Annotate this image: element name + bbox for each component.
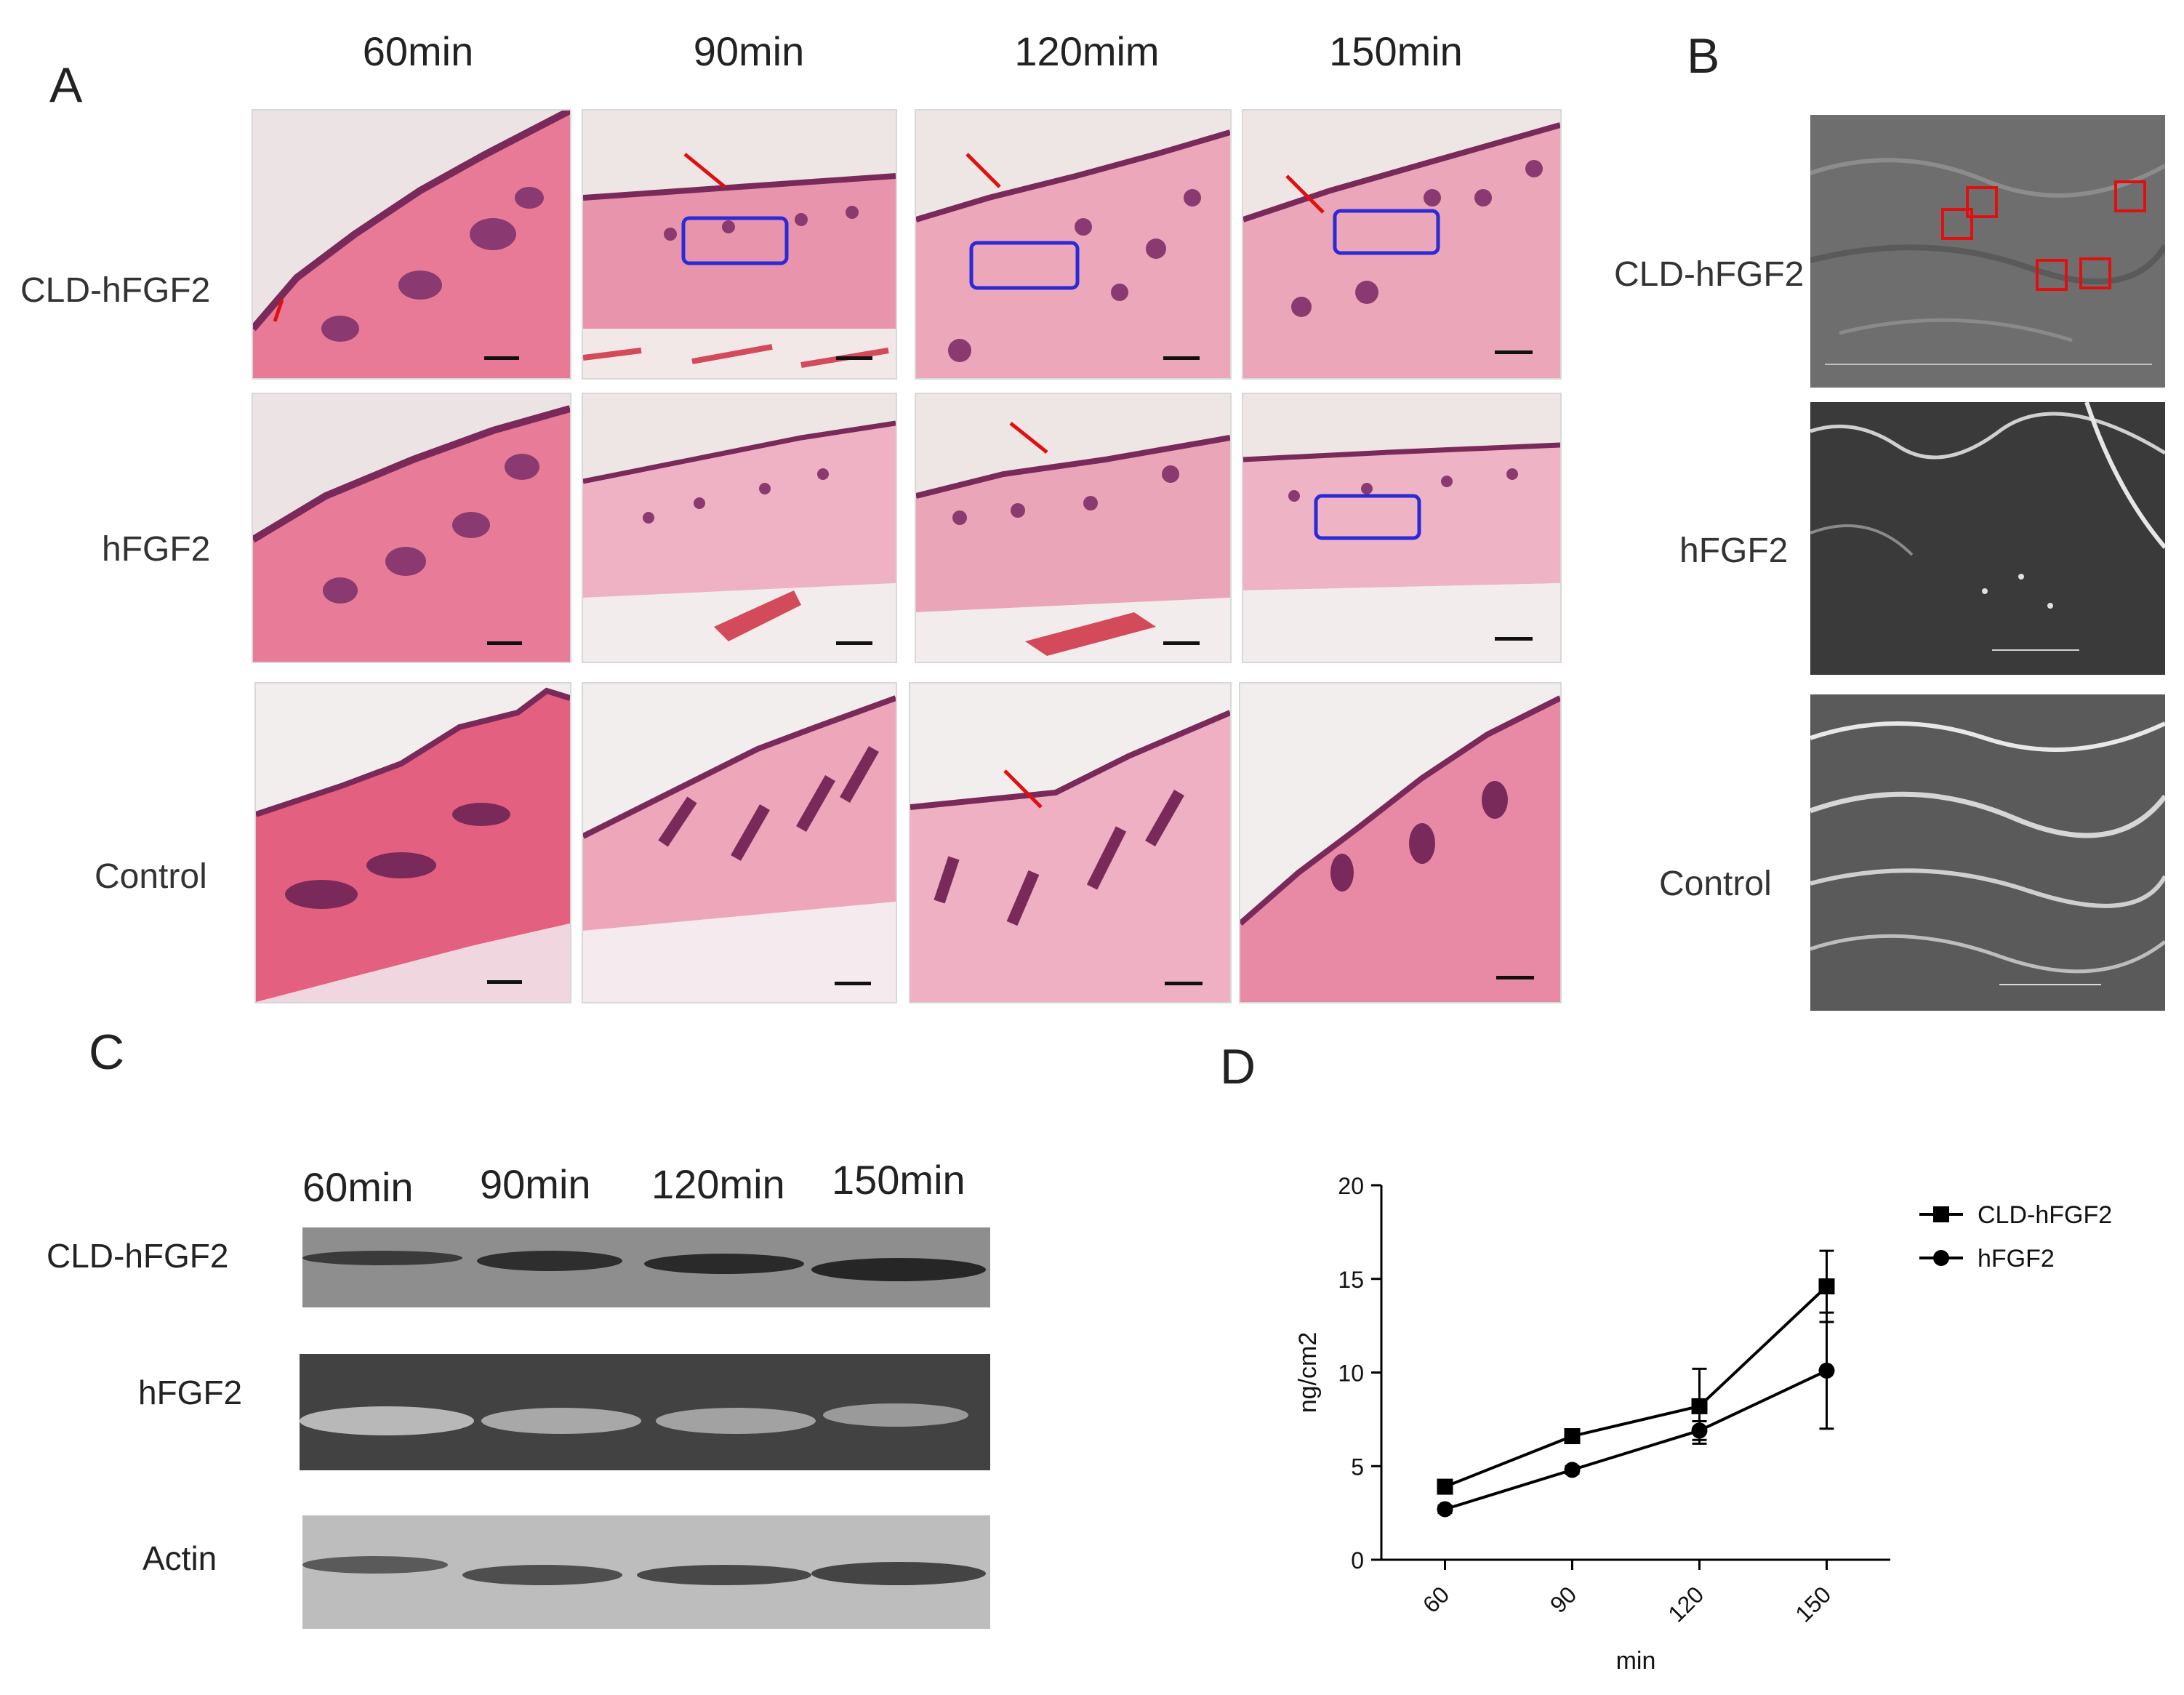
he-image-control-90 bbox=[582, 682, 897, 1003]
wb-row-actin: Actin bbox=[142, 1539, 217, 1577]
he-image-cld-60 bbox=[252, 109, 571, 380]
panel-a-letter: A bbox=[49, 57, 83, 113]
he-image-control-120 bbox=[909, 682, 1232, 1003]
data-point-square bbox=[1564, 1428, 1581, 1445]
sem-image-control bbox=[1810, 694, 2165, 1011]
sem-image-hfgf2 bbox=[1810, 402, 2165, 675]
wb-lane-150: 150min bbox=[832, 1157, 965, 1203]
legend-label: CLD-hFGF2 bbox=[1978, 1201, 2112, 1229]
panel-a-col-150: 150min bbox=[1329, 28, 1463, 74]
he-image-cld-120 bbox=[915, 109, 1232, 380]
wb-row-hfgf2: hFGF2 bbox=[138, 1374, 243, 1411]
he-image-hfgf2-150 bbox=[1242, 393, 1562, 663]
blot-actin bbox=[302, 1515, 990, 1629]
panel-a-col-60: 60min bbox=[362, 28, 474, 74]
sem-image-cld bbox=[1810, 115, 2165, 388]
panel-a-col-120: 120mim bbox=[1014, 28, 1160, 74]
legend-label: hFGF2 bbox=[1978, 1245, 2055, 1273]
data-point-circle bbox=[1437, 1501, 1453, 1518]
he-image-control-150 bbox=[1239, 682, 1562, 1003]
data-point-circle bbox=[1691, 1422, 1708, 1439]
x-axis-label: min bbox=[1616, 1647, 1656, 1675]
panel-b-row-hfgf2: hFGF2 bbox=[1679, 532, 1788, 570]
he-image-hfgf2-60 bbox=[252, 393, 571, 663]
x-tick-label: 150 bbox=[1790, 1581, 1836, 1627]
legend-marker-square bbox=[1933, 1206, 1949, 1222]
he-image-cld-90 bbox=[582, 109, 897, 380]
panel-a-col-90: 90min bbox=[693, 28, 805, 74]
data-point-square bbox=[1691, 1398, 1708, 1414]
y-tick-label: 20 bbox=[1338, 1173, 1364, 1199]
series-line-hfgf2 bbox=[1444, 1369, 1828, 1511]
panel-d-letter: D bbox=[1220, 1039, 1256, 1094]
he-image-cld-150 bbox=[1242, 109, 1562, 380]
y-tick-label: 5 bbox=[1351, 1454, 1364, 1480]
he-image-hfgf2-90 bbox=[582, 393, 897, 663]
data-point-square bbox=[1437, 1478, 1453, 1495]
he-image-control-60 bbox=[254, 682, 571, 1003]
panel-a-row-control: Control bbox=[95, 857, 207, 896]
wb-row-cld: CLD-hFGF2 bbox=[47, 1237, 229, 1275]
panel-c-letter: C bbox=[89, 1025, 125, 1080]
he-image-hfgf2-120 bbox=[915, 393, 1232, 663]
wb-lane-90: 90min bbox=[480, 1161, 591, 1207]
legend-marker-circle bbox=[1933, 1250, 1949, 1266]
data-point-circle bbox=[1564, 1462, 1581, 1478]
x-tick-label: 60 bbox=[1418, 1581, 1455, 1618]
x-tick-label: 120 bbox=[1663, 1581, 1709, 1627]
data-point-circle bbox=[1818, 1362, 1835, 1379]
y-axis-label: ng/cm2 bbox=[1294, 1332, 1322, 1414]
series-line-cld-hfgf2 bbox=[1444, 1285, 1828, 1488]
blot-cld-hfgf2 bbox=[302, 1227, 990, 1307]
panel-b-letter: B bbox=[1687, 28, 1720, 84]
panel-a-row-hfgf2: hFGF2 bbox=[102, 530, 211, 569]
y-tick-label: 10 bbox=[1338, 1361, 1364, 1387]
y-tick-label: 0 bbox=[1351, 1547, 1364, 1574]
panel-b-row-cld: CLD-hFGF2 bbox=[1614, 255, 1804, 294]
wb-lane-60: 60min bbox=[302, 1164, 414, 1210]
line-chart: 0 5 10 15 20 60 90 120 150 min ng/cm2 CLD-hFGF2 hFG… bbox=[1294, 1173, 2112, 1675]
x-tick-label: 90 bbox=[1545, 1581, 1582, 1618]
data-point-square bbox=[1818, 1278, 1835, 1295]
y-tick-label: 15 bbox=[1338, 1267, 1364, 1293]
blot-hfgf2 bbox=[300, 1354, 990, 1470]
panel-b-row-control: Control bbox=[1659, 865, 1772, 903]
wb-lane-120: 120min bbox=[651, 1161, 785, 1207]
panel-a-row-cld: CLD-hFGF2 bbox=[20, 271, 211, 310]
